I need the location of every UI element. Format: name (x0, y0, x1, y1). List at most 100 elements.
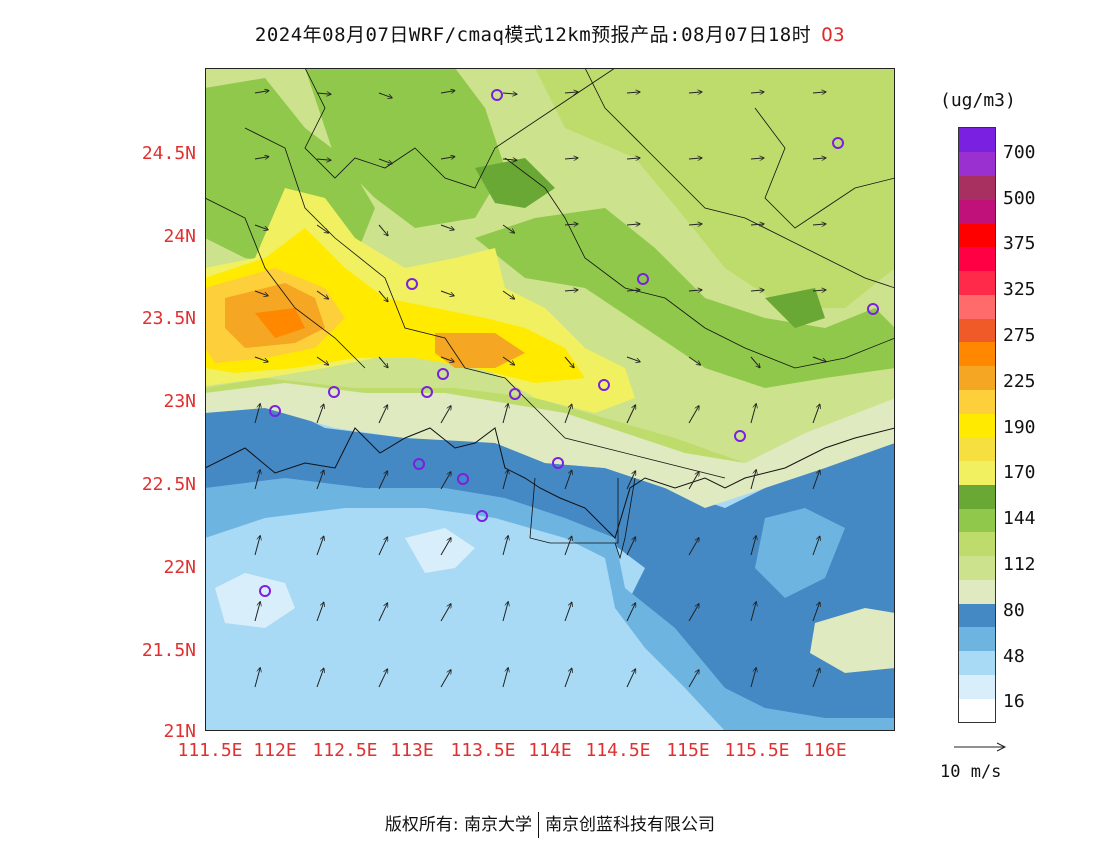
wind-arrow (502, 290, 515, 299)
wind-arrow (564, 158, 578, 159)
footer-right: 南京创蓝科技有限公司 (545, 815, 716, 835)
wind-arrow (688, 356, 701, 365)
colorbar-segment (959, 484, 995, 509)
footer-divider (538, 812, 540, 838)
wind-arrow (688, 290, 702, 291)
wind-arrow (254, 536, 260, 556)
wind-arrow (564, 602, 572, 622)
wind-arrow (254, 157, 269, 159)
lat-label-24: 24N (163, 226, 196, 247)
lon-label-116: 116E (803, 740, 847, 761)
wind-arrow (316, 93, 331, 94)
colorbar-segment (959, 531, 995, 557)
wind-vectors (254, 91, 826, 688)
wind-arrow (812, 668, 820, 688)
wind-arrow (378, 92, 392, 98)
colorbar-segment (959, 246, 995, 272)
wind-arrow (502, 159, 517, 160)
wind-arrow (564, 224, 578, 225)
wind-arrow (626, 158, 640, 159)
wind-arrow (440, 91, 455, 93)
wind-arrow (316, 290, 329, 299)
map-frame (205, 68, 895, 731)
colorbar-label-48: 48 (1003, 646, 1025, 667)
colorbar-segment (959, 389, 995, 414)
wind-arrow (502, 668, 508, 688)
wind-arrow (254, 404, 260, 424)
ozone-band-16-west (215, 573, 295, 628)
wind-arrow (502, 93, 517, 94)
colorbar-label-144: 144 (1003, 508, 1036, 529)
station-marker (437, 368, 449, 380)
colorbar-segment (959, 223, 995, 248)
wind-arrow (440, 670, 451, 688)
wind-arrow (812, 356, 826, 362)
ozone-band-16-48 (205, 508, 725, 731)
colorbar-segment (959, 603, 995, 628)
wind-arrow (378, 669, 388, 688)
wind-arrow (564, 92, 578, 93)
coastline (205, 427, 895, 539)
colorbar-label-500: 500 (1003, 188, 1036, 209)
boundary-line-d (584, 68, 895, 289)
station-marker (832, 137, 844, 149)
wind-arrow (750, 536, 756, 556)
ozone-band-16 (405, 528, 475, 573)
wind-arrow (688, 670, 699, 688)
colorbar-label-190: 190 (1003, 417, 1036, 438)
colorbar-segment (959, 294, 995, 319)
wind-arrow (502, 536, 508, 556)
colorbar-segment (959, 270, 995, 295)
ozone-concentration-map (205, 68, 895, 731)
wind-arrow (378, 356, 388, 368)
boundary-line-c (304, 68, 616, 189)
wind-arrow (626, 290, 640, 291)
colorbar-label-80: 80 (1003, 600, 1025, 621)
station-marker (637, 273, 649, 285)
wind-arrow (626, 471, 636, 490)
boundary-line-e (754, 107, 895, 229)
station-marker (413, 458, 425, 470)
wind-arrow (688, 92, 702, 93)
wind-arrow (316, 668, 324, 688)
station-marker (734, 430, 746, 442)
colorbar-segment (959, 674, 995, 699)
ozone-band-144-dark (475, 158, 555, 208)
colorbar-segment (959, 151, 995, 176)
wind-arrow (626, 603, 636, 622)
wind-arrow (254, 470, 260, 490)
wind-arrow (750, 668, 756, 688)
wind-arrow (502, 356, 515, 365)
wind-arrow (378, 405, 388, 424)
lon-label-114-5: 114.5E (585, 740, 651, 761)
wind-arrow (378, 537, 388, 556)
station-marker (421, 386, 433, 398)
wind-arrow (254, 91, 269, 93)
ozone-band-80-112-coast (205, 378, 895, 508)
station-marker (406, 278, 418, 290)
colorbar-label-375: 375 (1003, 233, 1036, 254)
wind-arrow (750, 290, 764, 291)
wind-arrow (502, 224, 515, 233)
footer-left: 版权所有: 南京大学 (384, 815, 533, 835)
wind-arrow (440, 604, 451, 622)
wind-arrow (254, 602, 260, 622)
wind-arrow (564, 356, 574, 368)
wind-arrow (750, 158, 764, 159)
wind-arrow (812, 470, 820, 490)
wind-arrow (626, 405, 636, 424)
ozone-band-275-west (255, 308, 305, 338)
ozone-band-48-east (755, 508, 845, 598)
wind-arrow (626, 537, 636, 556)
wind-arrow (564, 290, 578, 291)
colorbar-units: (ug/m3) (940, 90, 1016, 111)
colorbar-segment (959, 318, 995, 343)
ozone-band-144-northcentral (305, 68, 505, 228)
wind-arrow (316, 224, 329, 233)
wind-arrow (440, 290, 454, 296)
wind-arrow (750, 602, 756, 622)
ozone-band-80-east (810, 608, 895, 673)
colorbar-label-225: 225 (1003, 371, 1036, 392)
wind-arrow (812, 290, 826, 291)
wind-arrow (440, 472, 451, 490)
